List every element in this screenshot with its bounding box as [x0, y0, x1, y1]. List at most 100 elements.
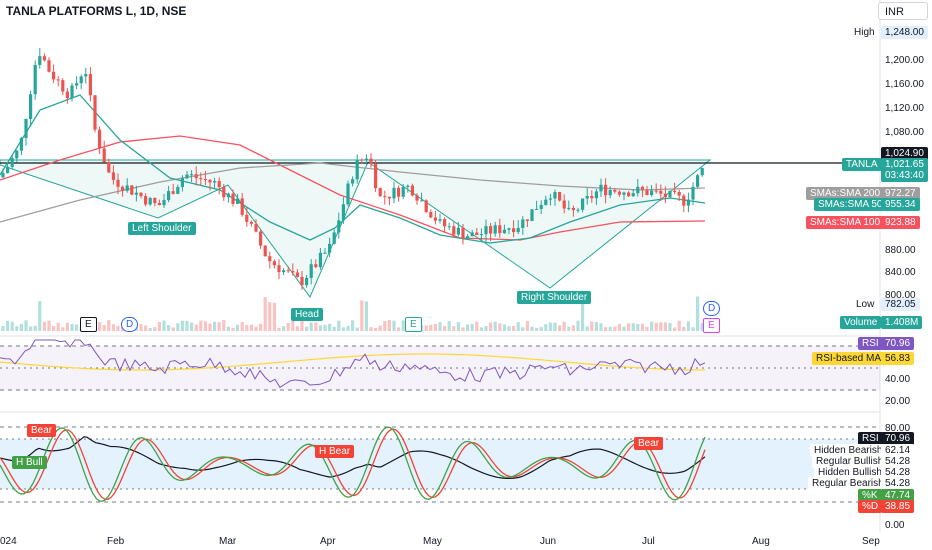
candle-body — [392, 187, 396, 199]
volume-bar — [544, 324, 548, 331]
volume-bar — [148, 327, 152, 331]
earnings-marker[interactable]: E — [80, 317, 97, 332]
candle-body — [116, 179, 120, 187]
candle-body — [332, 232, 336, 244]
volume-bar — [502, 324, 506, 331]
candle-body — [507, 228, 511, 230]
volume-bar — [374, 327, 378, 331]
candle-body — [378, 188, 382, 197]
stoch-d-label: %D — [858, 500, 883, 513]
candle-body — [410, 185, 414, 196]
candle-body — [553, 192, 557, 199]
candle-body — [636, 186, 640, 194]
candle-body — [470, 232, 474, 237]
candle-body — [309, 264, 313, 278]
candle-body — [369, 158, 373, 164]
volume-bar — [516, 322, 520, 331]
candle-body — [75, 83, 79, 86]
candle-body — [185, 174, 189, 179]
time-tick: Aug — [752, 536, 770, 547]
volume-bar — [498, 323, 502, 331]
dividend-marker[interactable]: D — [121, 317, 139, 332]
candle-body — [98, 129, 102, 149]
candle-body — [659, 190, 663, 194]
time-tick: Jun — [540, 536, 556, 547]
earnings-marker[interactable]: E — [703, 318, 720, 333]
candle-body — [176, 186, 180, 194]
volume-bar — [677, 320, 681, 331]
volume-bar — [157, 321, 161, 331]
pattern-label-right-shoulder: Right Shoulder — [517, 291, 592, 304]
volume-bar — [268, 302, 272, 331]
volume-bar — [470, 324, 474, 331]
volume-bar — [558, 325, 562, 331]
candle-body — [171, 191, 175, 194]
volume-bar — [355, 327, 359, 331]
candle-body — [355, 159, 359, 180]
divergence-tag: Bear — [634, 437, 664, 450]
candle-body — [585, 196, 589, 199]
stoch-band — [0, 439, 880, 489]
divergence-tag: H Bull — [12, 456, 47, 469]
candle-body — [305, 277, 309, 286]
candle-body — [111, 172, 115, 180]
candle-body — [236, 198, 240, 204]
rsi-tick: 20.00 — [885, 396, 910, 407]
candle-body — [631, 193, 635, 197]
candle-body — [19, 138, 23, 151]
price-tick: 1,120.00 — [885, 103, 924, 114]
volume-bar — [24, 320, 28, 331]
volume-bar — [341, 327, 345, 331]
time-tick: 024 — [0, 536, 17, 547]
volume-bar — [52, 326, 56, 331]
volume-bar — [102, 325, 106, 331]
time-tick: May — [423, 536, 442, 547]
candle-body — [157, 202, 161, 206]
candle-body — [226, 193, 230, 198]
volume-bar — [581, 300, 585, 331]
volume-bar — [70, 324, 74, 331]
volume-bar — [608, 326, 612, 331]
candle-body — [351, 179, 355, 184]
candle-body — [466, 236, 470, 239]
rsi-ma-line — [0, 353, 706, 371]
last-price-label: 1,024.90 — [881, 147, 928, 160]
time-tick: Feb — [107, 536, 125, 547]
pattern-label-left-shoulder: Left Shoulder — [128, 222, 196, 235]
candle-body — [93, 95, 97, 130]
regular-bearish-label: Regular Bearish — [808, 477, 888, 490]
volume-bar — [489, 322, 493, 331]
candle-body — [433, 217, 437, 221]
candle-body — [15, 150, 19, 159]
volume-bar — [369, 327, 373, 331]
volume-bar — [539, 327, 543, 331]
earnings-marker[interactable]: E — [405, 317, 422, 332]
volume-bar — [245, 324, 249, 331]
volume-bar — [452, 326, 456, 331]
candle-body — [516, 227, 520, 233]
currency-selector[interactable]: INR — [878, 2, 928, 20]
volume-bar — [567, 326, 571, 331]
dividend-marker[interactable]: D — [703, 301, 721, 316]
volume-bar — [604, 327, 608, 331]
candle-body — [387, 196, 391, 199]
price-tick: 1,200.00 — [885, 55, 924, 66]
candle-body — [447, 226, 451, 228]
candle-body — [300, 276, 304, 286]
volume-bar — [378, 325, 382, 331]
rsi-label: RSI — [858, 337, 883, 350]
candle-body — [10, 158, 14, 167]
rsi-value: 70.96 — [881, 337, 915, 350]
price-tick: 880.00 — [885, 245, 916, 256]
volume-bar — [700, 323, 704, 331]
candle-body — [604, 184, 608, 196]
volume-bar — [180, 320, 184, 331]
volume-bar — [548, 322, 552, 331]
volume-bar — [318, 325, 322, 331]
volume-bar — [33, 325, 37, 331]
candle-body — [286, 270, 290, 272]
volume-bar — [553, 322, 557, 331]
candle-body — [167, 191, 171, 201]
volume-bar — [682, 326, 686, 331]
volume-bar — [171, 327, 175, 331]
